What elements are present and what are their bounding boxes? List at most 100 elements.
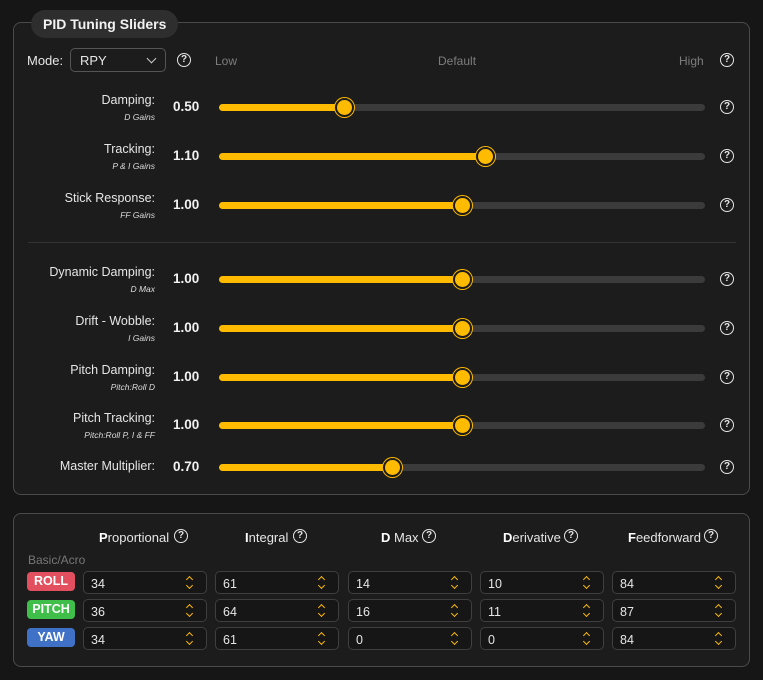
- column-header-rest: roportional: [107, 530, 170, 545]
- pid-value-input[interactable]: 87: [612, 599, 736, 622]
- question-circle-icon[interactable]: ?: [720, 272, 734, 286]
- scale-default-label: Default: [438, 54, 477, 68]
- slider-track[interactable]: [219, 319, 705, 338]
- stepper-arrows-icon[interactable]: [185, 630, 195, 648]
- stepper-arrows-icon[interactable]: [714, 630, 724, 648]
- stepper-arrows-icon[interactable]: [450, 602, 460, 620]
- question-circle-icon[interactable]: ?: [720, 321, 734, 335]
- question-circle-icon[interactable]: ?: [720, 198, 734, 212]
- slider-track[interactable]: [219, 147, 705, 166]
- pid-value-input[interactable]: 61: [215, 627, 339, 650]
- slider-thumb[interactable]: [453, 368, 472, 387]
- chevron-down-icon[interactable]: [714, 609, 723, 618]
- question-circle-icon[interactable]: ?: [720, 370, 734, 384]
- question-circle-icon[interactable]: ?: [720, 418, 734, 432]
- slider-track[interactable]: [219, 368, 705, 387]
- slider-track[interactable]: [219, 196, 705, 215]
- pid-value-input[interactable]: 16: [348, 599, 472, 622]
- pid-value-input[interactable]: 36: [83, 599, 207, 622]
- pid-value-input[interactable]: 10: [480, 571, 604, 594]
- stepper-arrows-icon[interactable]: [714, 574, 724, 592]
- slider-label: Pitch Damping:: [70, 363, 155, 377]
- question-circle-icon[interactable]: ?: [720, 149, 734, 163]
- pid-value-text: 61: [223, 577, 237, 591]
- scale-low-label: Low: [215, 54, 238, 68]
- slider-fill: [219, 202, 462, 209]
- slider-thumb[interactable]: [453, 319, 472, 338]
- chevron-down-icon[interactable]: [317, 581, 326, 590]
- pid-value-input[interactable]: 84: [612, 627, 736, 650]
- chevron-down-icon[interactable]: [714, 581, 723, 590]
- slider-track[interactable]: [219, 416, 705, 435]
- pid-value-input[interactable]: 61: [215, 571, 339, 594]
- chevron-down-icon[interactable]: [582, 581, 591, 590]
- stepper-arrows-icon[interactable]: [317, 630, 327, 648]
- slider-value: 0.50: [173, 99, 200, 114]
- chevron-down-icon[interactable]: [317, 609, 326, 618]
- pid-value-text: 87: [620, 605, 634, 619]
- chevron-down-icon[interactable]: [582, 609, 591, 618]
- stepper-arrows-icon[interactable]: [317, 602, 327, 620]
- slider-label: Drift - Wobble:: [75, 314, 155, 328]
- chevron-down-icon[interactable]: [185, 581, 194, 590]
- slider-label: Pitch Tracking:: [73, 411, 155, 425]
- question-circle-icon[interactable]: ?: [293, 529, 307, 543]
- pid-value-input[interactable]: 0: [348, 627, 472, 650]
- slider-track[interactable]: [219, 270, 705, 289]
- chevron-down-icon[interactable]: [450, 581, 459, 590]
- pid-value-input[interactable]: 34: [83, 627, 207, 650]
- mode-help-icon[interactable]: ?: [177, 53, 191, 67]
- slider-thumb[interactable]: [453, 416, 472, 435]
- column-header-rest: Max: [390, 530, 419, 545]
- slider-thumb[interactable]: [475, 147, 495, 166]
- axis-badge-yaw: YAW: [27, 628, 75, 647]
- slider-thumb[interactable]: [382, 458, 402, 477]
- chevron-down-icon[interactable]: [582, 637, 591, 646]
- question-circle-icon[interactable]: ?: [704, 529, 718, 543]
- slider-thumb[interactable]: [334, 98, 354, 117]
- pid-value-input[interactable]: 0: [480, 627, 604, 650]
- question-circle-icon[interactable]: ?: [564, 529, 578, 543]
- mode-select[interactable]: RPY: [70, 48, 166, 72]
- slider-fill: [219, 325, 462, 332]
- pid-value-input[interactable]: 34: [83, 571, 207, 594]
- pid-value-text: 0: [356, 633, 363, 647]
- question-circle-icon[interactable]: ?: [422, 529, 436, 543]
- stepper-arrows-icon[interactable]: [582, 630, 592, 648]
- stepper-arrows-icon[interactable]: [450, 630, 460, 648]
- slider-label: Damping:: [101, 93, 156, 107]
- pid-value-input[interactable]: 64: [215, 599, 339, 622]
- slider-label: Tracking:: [104, 142, 155, 156]
- pid-value-input[interactable]: 14: [348, 571, 472, 594]
- scale-high-label: High: [679, 54, 704, 68]
- question-circle-icon[interactable]: ?: [720, 100, 734, 114]
- slider-track[interactable]: [219, 98, 705, 117]
- scale-help-icon[interactable]: ?: [720, 53, 734, 67]
- slider-sublabel: P & I Gains: [112, 161, 155, 171]
- column-header-initial: D: [503, 530, 513, 545]
- pid-value-input[interactable]: 84: [612, 571, 736, 594]
- stepper-arrows-icon[interactable]: [714, 602, 724, 620]
- chevron-down-icon[interactable]: [714, 637, 723, 646]
- chevron-down-icon[interactable]: [450, 637, 459, 646]
- slider-thumb[interactable]: [453, 196, 472, 215]
- chevron-down-icon[interactable]: [185, 609, 194, 618]
- chevron-down-icon[interactable]: [185, 637, 194, 646]
- pid-value-input[interactable]: 11: [480, 599, 604, 622]
- stepper-arrows-icon[interactable]: [185, 574, 195, 592]
- slider-value: 1.00: [173, 417, 200, 432]
- stepper-arrows-icon[interactable]: [582, 602, 592, 620]
- stepper-arrows-icon[interactable]: [582, 574, 592, 592]
- pid-value-text: 61: [223, 633, 237, 647]
- stepper-arrows-icon[interactable]: [450, 574, 460, 592]
- question-circle-icon[interactable]: ?: [174, 529, 188, 543]
- slider-label: Master Multiplier:: [59, 459, 155, 473]
- stepper-arrows-icon[interactable]: [185, 602, 195, 620]
- stepper-arrows-icon[interactable]: [317, 574, 327, 592]
- chevron-down-icon[interactable]: [450, 609, 459, 618]
- chevron-down-icon[interactable]: [317, 637, 326, 646]
- slider-track[interactable]: [219, 458, 705, 477]
- slider-thumb[interactable]: [453, 270, 472, 289]
- question-circle-icon[interactable]: ?: [720, 460, 734, 474]
- mode-label: Mode:: [27, 53, 64, 68]
